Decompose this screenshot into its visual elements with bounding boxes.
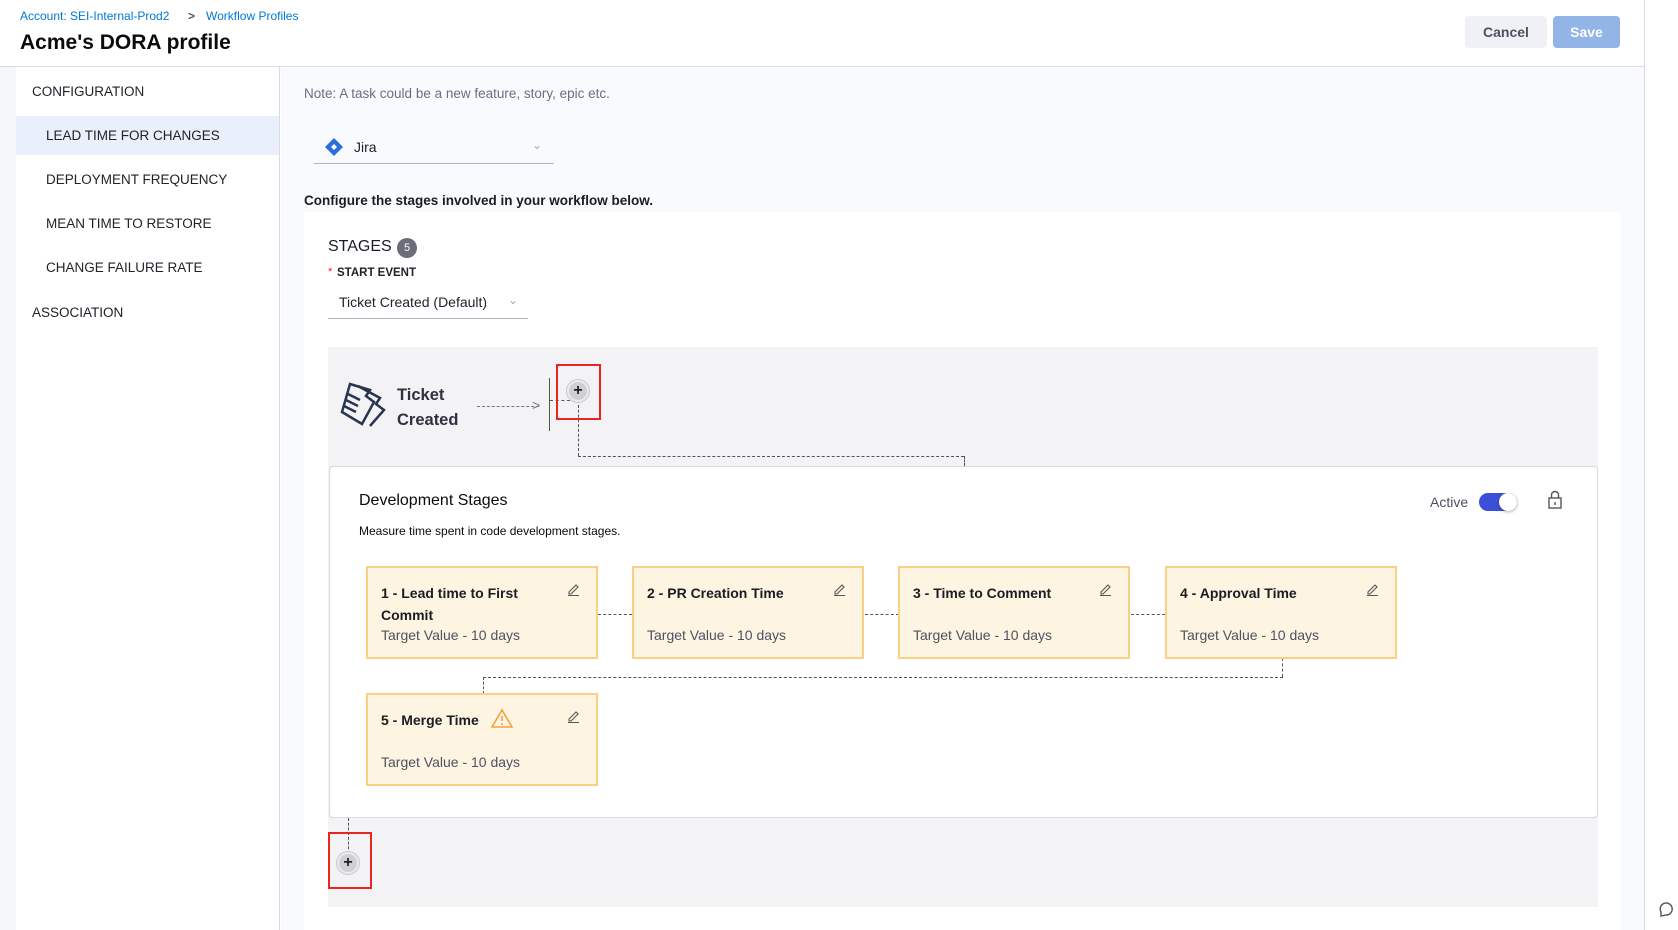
stage-title: 2 - PR Creation Time [647, 585, 784, 601]
save-button[interactable]: Save [1553, 16, 1620, 48]
stage-card-4[interactable]: 4 - Approval Time Target Value - 10 days [1165, 566, 1397, 659]
dev-stages-title: Development Stages [359, 492, 508, 509]
connector [483, 677, 1283, 678]
cancel-button[interactable]: Cancel [1465, 16, 1547, 48]
start-event-label: START EVENT [337, 267, 417, 279]
stage-card-3[interactable]: 3 - Time to Comment Target Value - 10 da… [898, 566, 1130, 659]
stage-target: Target Value - 10 days [1180, 627, 1320, 643]
divider [1644, 0, 1645, 930]
sidebar-item-mttr[interactable]: MEAN TIME TO RESTORE [46, 216, 212, 231]
stage-title: 5 - Merge Time [381, 712, 479, 728]
connector-arrow [477, 406, 539, 407]
stage-title: 1 - Lead time to First Commit [381, 585, 518, 623]
sidebar-item-change-failure-rate[interactable]: CHANGE FAILURE RATE [46, 260, 203, 275]
breadcrumb-workflow-profiles[interactable]: Workflow Profiles [206, 9, 299, 23]
connector [1282, 658, 1283, 677]
lock-icon[interactable] [1547, 490, 1563, 510]
edit-icon[interactable] [1365, 582, 1379, 596]
dev-stages-description: Measure time spent in code development s… [359, 524, 621, 538]
stages-count-badge: 5 [397, 238, 417, 258]
sidebar-item-association[interactable]: ASSOCIATION [32, 305, 124, 320]
connector [964, 456, 965, 466]
page-title: Acme's DORA profile [20, 31, 231, 54]
stage-target: Target Value - 10 days [381, 627, 521, 643]
stage-title: 3 - Time to Comment [913, 585, 1052, 601]
chevron-down-icon: ⌄ [531, 138, 542, 152]
sidebar-item-deployment-frequency[interactable]: DEPLOYMENT FREQUENCY [46, 172, 228, 187]
ticket-icon [340, 382, 386, 427]
stage-card-1[interactable]: 1 - Lead time to First Commit Target Val… [366, 566, 598, 659]
edit-icon[interactable] [1098, 582, 1112, 596]
stage-target: Target Value - 10 days [913, 627, 1053, 643]
add-stage-button[interactable]: + [567, 380, 589, 402]
connector [1131, 614, 1165, 615]
start-node-line2: Created [397, 411, 459, 429]
page-header [0, 0, 1644, 67]
add-stage-button-bottom[interactable]: + [337, 852, 359, 874]
connector [578, 456, 964, 457]
start-node-line1: Ticket [397, 386, 445, 404]
divider [549, 378, 550, 431]
stage-target: Target Value - 10 days [381, 754, 521, 770]
integration-value: Jira [354, 139, 377, 155]
edit-icon[interactable] [832, 582, 846, 596]
connector [550, 400, 570, 401]
integration-dropdown[interactable]: Jira ⌄ [314, 134, 554, 164]
sidebar [16, 67, 280, 930]
chevron-down-icon: ⌄ [507, 293, 518, 307]
connector [865, 614, 899, 615]
configure-text: Configure the stages involved in your wo… [304, 193, 654, 208]
start-event-value: Ticket Created (Default) [339, 294, 488, 310]
breadcrumb-separator-icon: > [188, 9, 196, 23]
chat-icon[interactable] [1657, 898, 1677, 918]
stage-title: 4 - Approval Time [1180, 585, 1297, 601]
required-mark: * [328, 266, 333, 278]
start-node-label: Ticket Created [397, 383, 458, 433]
start-event-dropdown[interactable]: Ticket Created (Default) ⌄ [328, 290, 528, 319]
note-text: Note: A task could be a new feature, sto… [304, 86, 610, 101]
connector [348, 818, 349, 854]
stage-card-2[interactable]: 2 - PR Creation Time Target Value - 10 d… [632, 566, 864, 659]
highlight-box [556, 364, 601, 420]
toggle-knob [1499, 493, 1517, 511]
warning-icon [491, 708, 513, 728]
stages-label: STAGES [328, 238, 392, 255]
connector [483, 677, 484, 694]
sidebar-item-lead-time[interactable]: LEAD TIME FOR CHANGES [16, 116, 279, 155]
highlight-box [328, 832, 372, 889]
edit-icon[interactable] [566, 709, 580, 723]
stage-target: Target Value - 10 days [647, 627, 787, 643]
connector [598, 614, 632, 615]
sidebar-item-configuration[interactable]: CONFIGURATION [32, 84, 145, 99]
edit-icon[interactable] [566, 582, 580, 596]
active-label: Active [1430, 494, 1469, 510]
connector [578, 400, 579, 456]
jira-diamond-icon [325, 138, 343, 156]
breadcrumb-account[interactable]: Account: SEI-Internal-Prod2 [20, 9, 170, 23]
arrow-head-icon: > [532, 397, 541, 413]
left-strip [0, 67, 16, 930]
stage-card-5[interactable]: 5 - Merge Time Target Value - 10 days [366, 693, 598, 786]
active-toggle[interactable] [1479, 493, 1517, 511]
